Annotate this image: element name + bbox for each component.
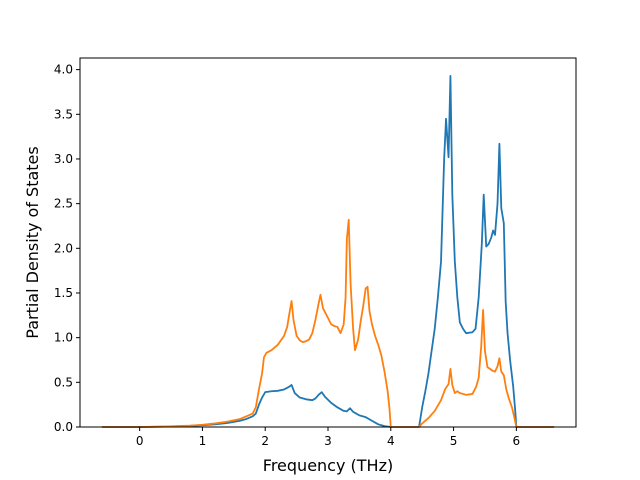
y-axis-ticks: 0.0 0.5 1.0 1.5 2.0 2.5 3.0 3.5 4.0 bbox=[54, 63, 80, 434]
x-tick-label: 2 bbox=[261, 434, 269, 448]
y-tick-label: 2.0 bbox=[54, 241, 73, 255]
x-tick-label: 3 bbox=[324, 434, 332, 448]
x-tick-label: 1 bbox=[199, 434, 207, 448]
y-tick-label: 4.0 bbox=[54, 63, 73, 77]
y-axis-label: Partial Density of States bbox=[23, 146, 42, 338]
y-tick-label: 1.0 bbox=[54, 331, 73, 345]
x-tick-label: 0 bbox=[136, 434, 144, 448]
y-tick-label: 0.0 bbox=[54, 420, 73, 434]
x-axis-label: Frequency (THz) bbox=[263, 456, 393, 475]
series-line-2 bbox=[101, 218, 555, 428]
y-tick-label: 2.5 bbox=[54, 197, 73, 211]
y-tick-label: 3.5 bbox=[54, 107, 73, 121]
x-axis-ticks: 0 1 2 3 4 5 6 bbox=[136, 427, 520, 448]
x-tick-label: 6 bbox=[513, 434, 521, 448]
y-tick-label: 1.5 bbox=[54, 286, 73, 300]
y-tick-label: 3.0 bbox=[54, 152, 73, 166]
x-tick-label: 4 bbox=[387, 434, 395, 448]
x-tick-label: 5 bbox=[450, 434, 458, 448]
y-tick-label: 0.5 bbox=[54, 375, 73, 389]
